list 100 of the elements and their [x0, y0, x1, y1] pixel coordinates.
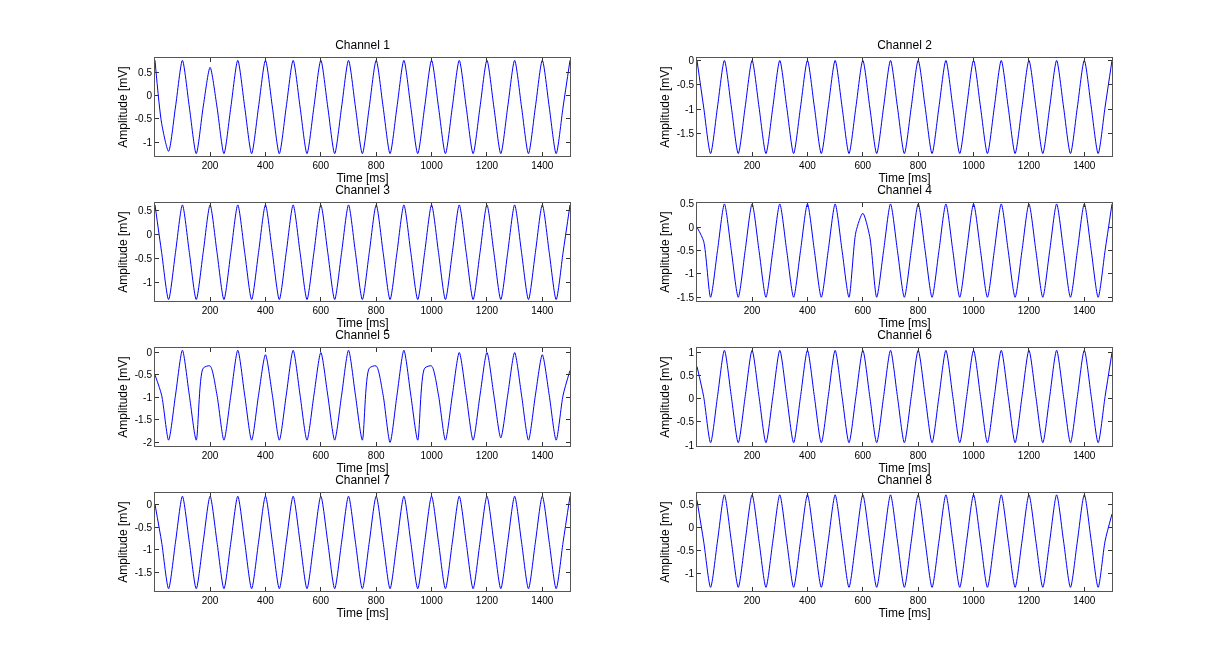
x-tick-label: 400: [799, 160, 817, 171]
x-tick-label: 1200: [475, 450, 499, 461]
x-axis-title: Time [ms]: [336, 606, 389, 620]
x-axis-title: Time [ms]: [878, 316, 931, 330]
line-series: [697, 494, 1112, 588]
y-tick-label: 0.5: [138, 205, 153, 217]
y-tick-label: 0: [146, 347, 153, 358]
y-tick-label: -1: [685, 268, 695, 280]
y-tick-label: 0.5: [138, 66, 153, 78]
y-tick-label: 0: [688, 54, 695, 66]
y-tick-label: 0: [688, 393, 695, 405]
x-axis-title: Time [ms]: [878, 461, 931, 475]
x-tick-label: 800: [367, 305, 385, 316]
y-tick-label: -0.5: [676, 79, 695, 91]
y-tick-label: 0: [688, 221, 695, 233]
x-tick-label: 200: [743, 160, 761, 171]
x-tick-label: 600: [312, 160, 330, 171]
x-tick-label: 1200: [475, 160, 499, 171]
x-tick-label: 200: [743, 305, 761, 316]
line-series: [155, 495, 570, 590]
x-axis-title: Time [ms]: [336, 171, 389, 185]
y-tick-label: -1: [685, 103, 695, 115]
x-tick-label: 1400: [1073, 160, 1096, 171]
x-tick-label: 1400: [531, 160, 554, 171]
x-axis-title: Time [ms]: [878, 606, 931, 620]
x-tick-label: 400: [799, 450, 817, 461]
y-axis-title: Amplitude [mV]: [116, 356, 131, 438]
x-tick-label: 1000: [962, 595, 986, 606]
x-tick-label: 1400: [531, 305, 554, 316]
x-tick-label: 1400: [1073, 595, 1096, 606]
x-tick-label: 1200: [1017, 595, 1041, 606]
x-tick-label: 800: [909, 305, 927, 316]
chart-title: Channel 8: [877, 473, 933, 488]
y-tick-label: 0: [146, 229, 153, 241]
y-tick-label: -2: [143, 436, 153, 448]
line-series: [697, 349, 1112, 444]
y-tick-label: -1: [685, 568, 695, 580]
x-tick-label: 200: [201, 595, 219, 606]
x-tick-label: 600: [854, 305, 872, 316]
x-tick-label: 1200: [1017, 305, 1041, 316]
x-tick-label: 1200: [475, 595, 499, 606]
y-tick-label: -0.5: [134, 521, 153, 533]
y-tick-label: -1: [685, 439, 695, 451]
x-tick-label: 800: [367, 595, 385, 606]
y-axis-title: Amplitude [mV]: [658, 501, 673, 583]
x-tick-label: 1400: [531, 595, 554, 606]
x-tick-label: 400: [257, 160, 275, 171]
x-tick-label: 200: [201, 305, 219, 316]
x-axis-title: Time [ms]: [878, 171, 931, 185]
y-axis-title: Amplitude [mV]: [658, 356, 673, 438]
y-tick-label: -1.5: [676, 128, 695, 140]
x-axis-title: Time [ms]: [336, 461, 389, 475]
line-series: [155, 59, 570, 155]
x-tick-label: 1000: [420, 305, 444, 316]
x-tick-label: 1000: [962, 450, 986, 461]
x-tick-label: 600: [312, 305, 330, 316]
chart-title: Channel 1: [335, 38, 391, 53]
x-tick-label: 400: [257, 595, 275, 606]
y-tick-label: -1: [143, 277, 153, 289]
line-series: [697, 203, 1112, 298]
y-axis-title: Amplitude [mV]: [116, 211, 131, 293]
y-tick-label: -0.5: [676, 245, 695, 257]
x-tick-label: 800: [909, 450, 927, 461]
x-tick-label: 600: [854, 160, 872, 171]
x-tick-label: 400: [799, 595, 817, 606]
x-tick-label: 600: [312, 450, 330, 461]
x-tick-label: 200: [743, 450, 761, 461]
x-tick-label: 800: [367, 160, 385, 171]
x-tick-label: 600: [312, 595, 330, 606]
y-tick-label: -1.5: [134, 414, 153, 426]
y-tick-label: 0.5: [680, 499, 695, 511]
x-tick-label: 800: [909, 595, 927, 606]
y-tick-label: -0.5: [676, 416, 695, 428]
y-tick-label: -0.5: [134, 253, 153, 265]
x-tick-label: 1000: [962, 305, 986, 316]
x-tick-label: 200: [201, 160, 219, 171]
y-tick-label: -1: [143, 544, 153, 556]
y-tick-label: -1: [143, 136, 153, 148]
x-tick-label: 1400: [531, 450, 554, 461]
x-tick-label: 200: [743, 595, 761, 606]
y-tick-label: 0: [146, 498, 153, 510]
x-tick-label: 400: [257, 450, 275, 461]
x-tick-label: 1200: [475, 305, 499, 316]
y-tick-label: 0.5: [680, 370, 695, 382]
x-tick-label: 1000: [420, 595, 444, 606]
x-tick-label: 1000: [420, 160, 444, 171]
x-tick-label: 800: [367, 450, 385, 461]
y-axis-title: Amplitude [mV]: [116, 66, 131, 148]
x-tick-label: 800: [909, 160, 927, 171]
x-tick-label: 400: [799, 305, 817, 316]
x-tick-label: 1000: [420, 450, 444, 461]
y-tick-label: 0: [688, 522, 695, 534]
y-axis-title: Amplitude [mV]: [658, 211, 673, 293]
line-series: [155, 349, 570, 443]
y-tick-label: 1: [688, 347, 695, 359]
x-tick-label: 1400: [1073, 305, 1096, 316]
x-tick-label: 400: [257, 305, 275, 316]
x-tick-label: 1200: [1017, 160, 1041, 171]
y-tick-label: -1.5: [676, 291, 695, 303]
x-tick-label: 200: [201, 450, 219, 461]
